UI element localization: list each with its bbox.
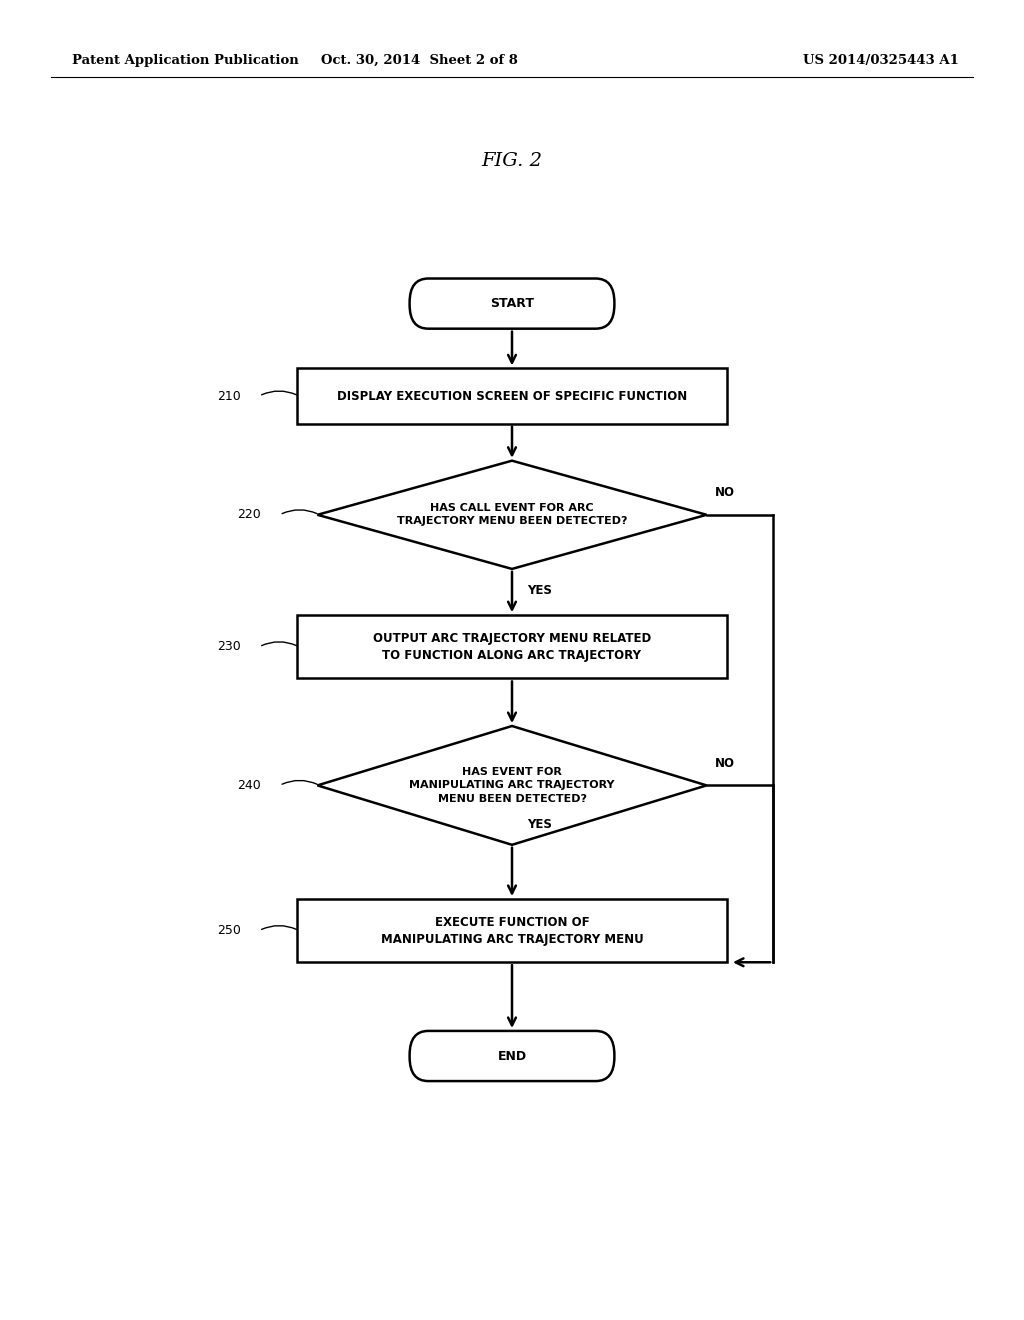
Text: END: END (498, 1049, 526, 1063)
Text: NO: NO (715, 486, 735, 499)
Text: 210: 210 (217, 389, 241, 403)
Text: NO: NO (715, 756, 735, 770)
FancyBboxPatch shape (410, 279, 614, 329)
Text: 240: 240 (238, 779, 261, 792)
Text: Patent Application Publication: Patent Application Publication (72, 54, 298, 67)
Text: US 2014/0325443 A1: US 2014/0325443 A1 (803, 54, 958, 67)
Text: EXECUTE FUNCTION OF
MANIPULATING ARC TRAJECTORY MENU: EXECUTE FUNCTION OF MANIPULATING ARC TRA… (381, 916, 643, 945)
Text: Oct. 30, 2014  Sheet 2 of 8: Oct. 30, 2014 Sheet 2 of 8 (322, 54, 518, 67)
Text: START: START (490, 297, 534, 310)
Text: OUTPUT ARC TRAJECTORY MENU RELATED
TO FUNCTION ALONG ARC TRAJECTORY: OUTPUT ARC TRAJECTORY MENU RELATED TO FU… (373, 632, 651, 661)
Text: FIG. 2: FIG. 2 (481, 152, 543, 170)
Bar (297, 615, 727, 678)
FancyBboxPatch shape (410, 1031, 614, 1081)
Bar (297, 899, 727, 962)
Text: DISPLAY EXECUTION SCREEN OF SPECIFIC FUNCTION: DISPLAY EXECUTION SCREEN OF SPECIFIC FUN… (337, 389, 687, 403)
Text: YES: YES (527, 818, 552, 832)
Bar (297, 368, 727, 424)
Text: 220: 220 (238, 508, 261, 521)
Polygon shape (317, 461, 707, 569)
Text: HAS EVENT FOR
MANIPULATING ARC TRAJECTORY
MENU BEEN DETECTED?: HAS EVENT FOR MANIPULATING ARC TRAJECTOR… (410, 767, 614, 804)
Text: YES: YES (527, 583, 552, 597)
Text: 230: 230 (217, 640, 241, 653)
Polygon shape (317, 726, 707, 845)
Text: HAS CALL EVENT FOR ARC
TRAJECTORY MENU BEEN DETECTED?: HAS CALL EVENT FOR ARC TRAJECTORY MENU B… (396, 503, 628, 527)
Text: 250: 250 (217, 924, 241, 937)
